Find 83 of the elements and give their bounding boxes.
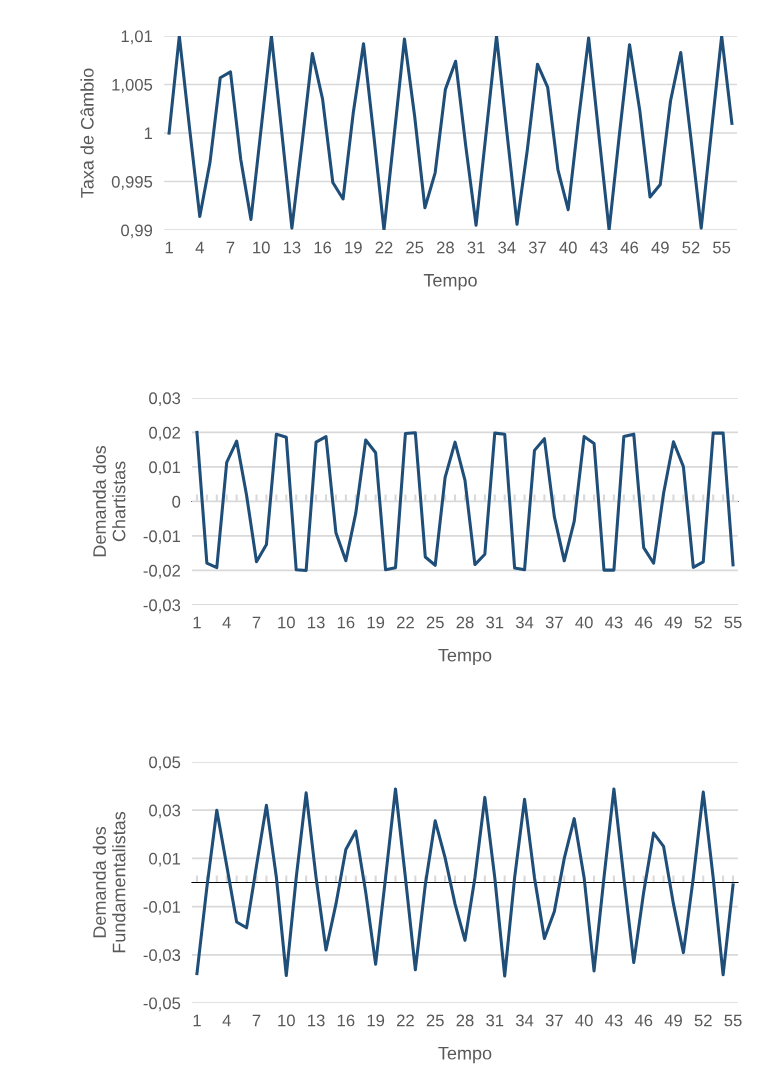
x-tick-label: 16 (337, 616, 355, 629)
x-tick-label: 40 (559, 241, 577, 254)
x-tick-label: 34 (498, 241, 516, 254)
x-tick-label: 31 (486, 616, 504, 629)
x-tick-label: 37 (545, 1014, 563, 1027)
x-tick-label: 7 (226, 241, 235, 254)
x-tick-label: 28 (456, 616, 474, 629)
x-tick-label: 31 (486, 1014, 504, 1027)
x-tick-label: 13 (308, 1014, 325, 1027)
x-tick-label: 28 (436, 241, 454, 254)
x-tick-label: 22 (375, 241, 393, 254)
x-tick-label: 55 (713, 241, 731, 254)
y-tick-label: -0,01 (143, 530, 181, 545)
y-axis-title: Taxa de Câmbio (80, 68, 94, 198)
y-tick-label: -0,03 (143, 949, 181, 963)
y-tick-label: 1,005 (112, 78, 153, 93)
x-tick-label: 37 (545, 616, 563, 629)
y-tick-label: -0,02 (143, 564, 181, 579)
x-tick-label: 10 (278, 616, 295, 629)
x-axis-title: Tempo (438, 648, 492, 666)
y-tick-label: -0,03 (143, 599, 181, 614)
x-tick-label: 52 (682, 241, 700, 254)
y-tick-label: 0,01 (149, 852, 181, 867)
x-tick-label: 4 (222, 1014, 231, 1027)
x-tick-label: 28 (456, 1014, 474, 1027)
x-tick-label: 25 (426, 1014, 444, 1027)
x-tick-label: 19 (345, 241, 362, 254)
x-tick-label: 13 (308, 616, 325, 629)
x-tick-label: 46 (620, 241, 639, 254)
x-tick-label: 46 (634, 616, 653, 629)
x-tick-label: 49 (664, 616, 682, 629)
line-series (167, 36, 734, 231)
x-tick-label: 52 (694, 616, 712, 629)
x-tick-label: 43 (589, 241, 608, 254)
y-tick-label: 0,99 (121, 224, 153, 239)
line-series (195, 430, 735, 572)
x-tick-label: 4 (222, 616, 231, 629)
x-tick-label: 40 (575, 616, 593, 629)
x-tick-label: 49 (664, 1014, 682, 1027)
x-tick-label: 19 (367, 1014, 385, 1027)
x-tick-label: 10 (253, 241, 270, 254)
y-tick-label: 0 (172, 495, 181, 508)
x-tick-label: 13 (283, 241, 301, 254)
x-axis-title: Tempo (423, 274, 477, 291)
x-tick-label: 16 (314, 241, 332, 254)
x-tick-label: 46 (634, 1014, 653, 1027)
x-axis-title: Tempo (438, 1046, 492, 1064)
y-axis-title: Demanda dos Fundamentalistas (92, 811, 126, 953)
x-tick-label: 55 (724, 616, 742, 629)
x-tick-label: 43 (605, 1014, 623, 1027)
x-tick-label: 31 (467, 241, 485, 254)
x-tick-label: 52 (694, 1014, 712, 1027)
x-tick-label: 34 (515, 616, 534, 629)
y-tick-label: 0,01 (149, 461, 181, 476)
x-tick-label: 22 (396, 1014, 414, 1027)
y-tick-label: 0,05 (149, 756, 181, 771)
y-tick-label: -0,01 (143, 900, 181, 915)
x-tick-label: 25 (406, 241, 424, 254)
y-tick-label: 1 (144, 127, 153, 140)
x-tick-label: 4 (195, 241, 204, 254)
line-series (195, 787, 735, 978)
x-tick-label: 10 (278, 1014, 295, 1027)
y-tick-label: 0,995 (111, 175, 153, 190)
x-tick-label: 49 (651, 241, 669, 254)
x-tick-label: 25 (426, 616, 444, 629)
x-tick-label: 16 (337, 1014, 355, 1027)
x-tick-label: 7 (252, 1014, 261, 1027)
y-tick-label: 0,03 (149, 392, 181, 407)
y-tick-label: 0,03 (149, 804, 181, 819)
x-tick-label: 43 (605, 616, 623, 629)
y-tick-label: 0,02 (149, 426, 181, 441)
x-tick-label: 1 (193, 616, 201, 629)
x-tick-label: 55 (724, 1014, 742, 1027)
x-tick-label: 19 (367, 616, 385, 629)
x-tick-label: 37 (528, 241, 546, 254)
x-tick-label: 1 (193, 1014, 201, 1027)
x-tick-label: 40 (575, 1014, 593, 1027)
x-tick-label: 7 (252, 616, 261, 629)
y-tick-label: -0,05 (143, 997, 181, 1012)
x-tick-label: 22 (396, 616, 414, 629)
x-tick-label: 34 (515, 1014, 534, 1027)
y-tick-label: 1,01 (121, 30, 153, 45)
y-axis-title: Demanda dos Chartistas (92, 445, 126, 557)
